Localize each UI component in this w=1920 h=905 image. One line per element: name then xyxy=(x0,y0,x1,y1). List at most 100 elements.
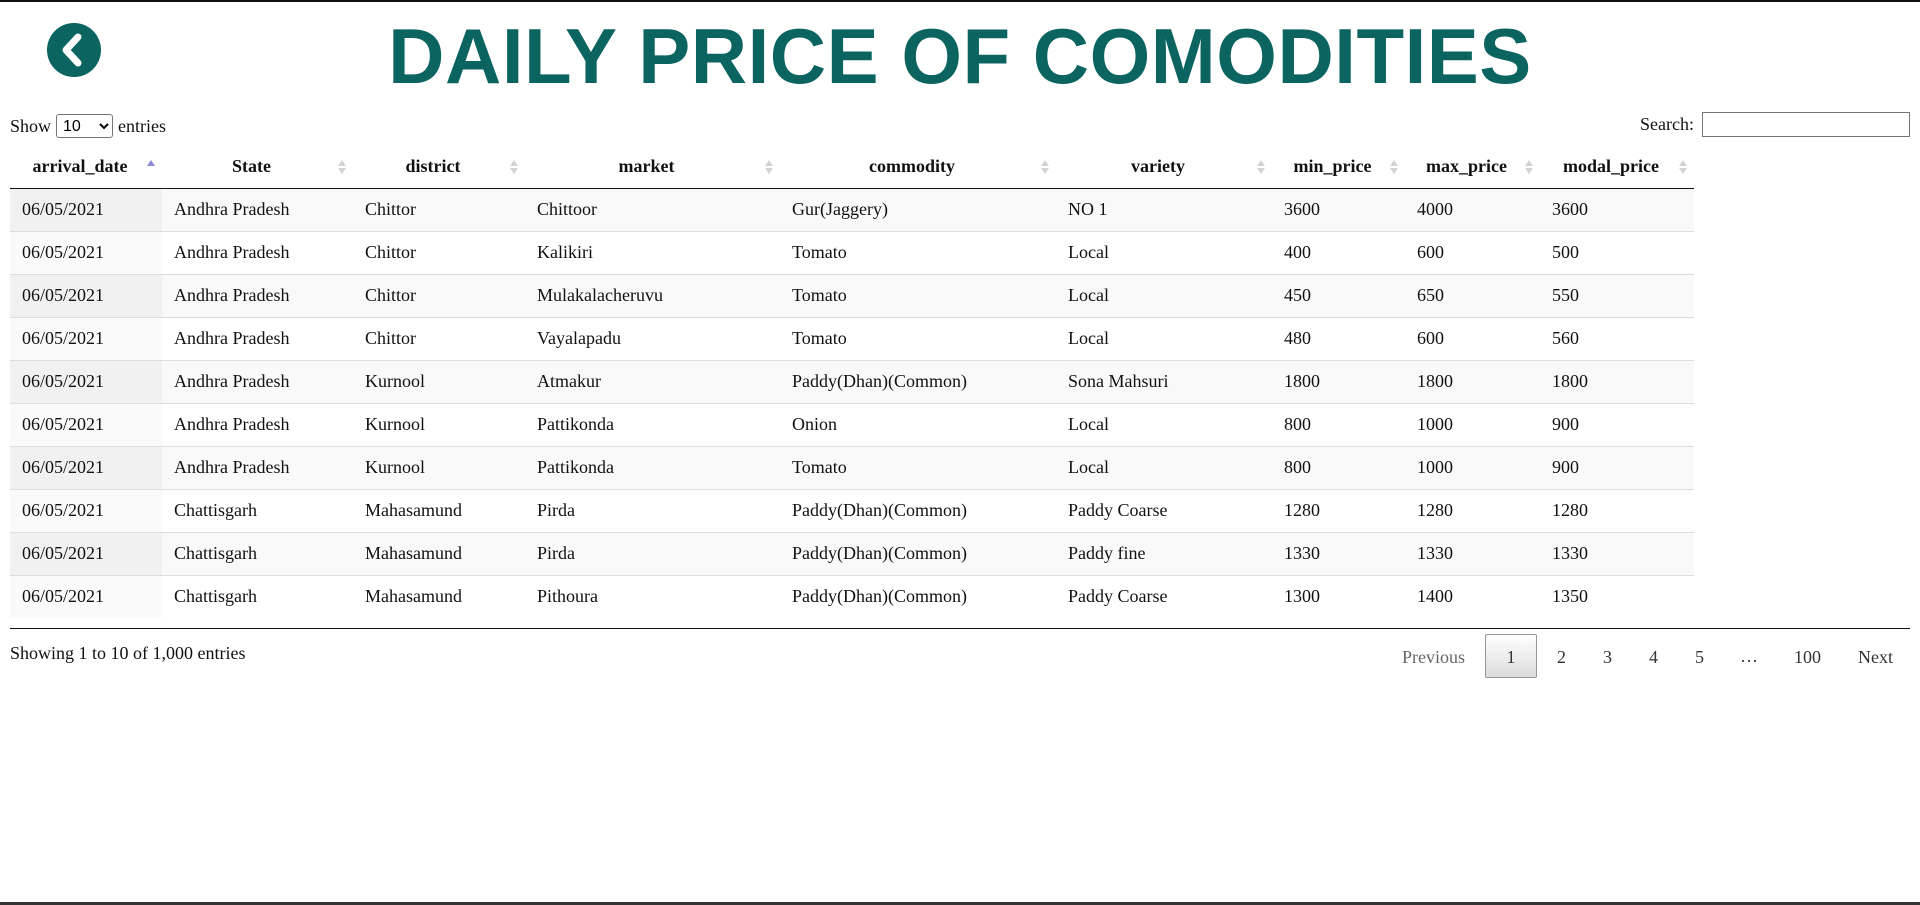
table-cell-modal-price: 560 xyxy=(1540,316,1694,360)
table-cell-variety: Local xyxy=(1056,230,1272,274)
table-cell-min-price: 3600 xyxy=(1272,188,1405,231)
table-cell-arrival-date: 06/05/2021 xyxy=(10,273,162,317)
table-cell-market: Kalikiri xyxy=(525,230,780,274)
table-row: 06/05/2021 Andhra Pradesh Chittor Vayalapad… xyxy=(10,316,1694,360)
column-header-label: market xyxy=(618,156,675,177)
table-header-row: arrival_date State district market commodity… xyxy=(10,146,1694,189)
table-cell-market: Pithoura xyxy=(525,574,780,618)
next-page-button[interactable]: Next xyxy=(1858,647,1893,667)
table-cell-min-price: 800 xyxy=(1272,445,1405,489)
table-cell-variety: NO 1 xyxy=(1056,188,1272,231)
table-cell-max-price: 650 xyxy=(1405,273,1540,317)
page-5-button[interactable]: 5 xyxy=(1695,647,1704,667)
table-cell-max-price: 600 xyxy=(1405,316,1540,360)
table-cell-market: Atmakur xyxy=(525,359,780,403)
column-header-arrival-date[interactable]: arrival_date xyxy=(10,146,162,189)
table-cell-min-price: 1280 xyxy=(1272,488,1405,532)
page-2-button[interactable]: 2 xyxy=(1557,647,1566,667)
column-header-commodity[interactable]: commodity xyxy=(780,146,1056,189)
table-cell-commodity: Paddy(Dhan)(Common) xyxy=(780,574,1056,618)
table-cell-state: Andhra Pradesh xyxy=(162,316,353,360)
table-cell-modal-price: 500 xyxy=(1540,230,1694,274)
search-label: Search: xyxy=(1640,114,1694,134)
column-header-max-price[interactable]: max_price xyxy=(1405,146,1540,189)
table-cell-max-price: 4000 xyxy=(1405,188,1540,231)
table-row: 06/05/2021 Andhra Pradesh Chittor Mulakalac… xyxy=(10,273,1694,317)
table-cell-variety: Local xyxy=(1056,273,1272,317)
column-header-variety[interactable]: variety xyxy=(1056,146,1272,189)
page-title: DAILY PRICE OF COMODITIES xyxy=(388,12,1532,100)
table-cell-max-price: 1330 xyxy=(1405,531,1540,575)
pagination-ellipsis: … xyxy=(1740,645,1758,666)
table-cell-max-price: 1280 xyxy=(1405,488,1540,532)
sort-both-icon xyxy=(1041,159,1049,174)
table-cell-modal-price: 550 xyxy=(1540,273,1694,317)
column-header-label: State xyxy=(232,156,271,177)
page-1-button[interactable]: 1 xyxy=(1485,634,1537,678)
table-cell-modal-price: 1350 xyxy=(1540,574,1694,618)
table-cell-arrival-date: 06/05/2021 xyxy=(10,402,162,446)
table-cell-variety: Local xyxy=(1056,402,1272,446)
top-border xyxy=(0,0,1920,2)
column-header-min-price[interactable]: min_price xyxy=(1272,146,1405,189)
column-header-label: district xyxy=(405,156,461,177)
sort-both-icon xyxy=(1679,159,1687,174)
column-header-market[interactable]: market xyxy=(525,146,780,189)
table-row: 06/05/2021 Andhra Pradesh Chittor Chittoor G… xyxy=(10,188,1694,231)
sort-both-icon xyxy=(1257,159,1265,174)
table-cell-arrival-date: 06/05/2021 xyxy=(10,531,162,575)
table-cell-district: Kurnool xyxy=(353,402,525,446)
column-header-district[interactable]: district xyxy=(353,146,525,189)
previous-page-button[interactable]: Previous xyxy=(1402,647,1465,667)
price-table: arrival_date State district market commodity… xyxy=(10,146,1694,618)
table-row: 06/05/2021 Andhra Pradesh Kurnool Pattikond… xyxy=(10,445,1694,489)
sort-both-icon xyxy=(1525,159,1533,174)
column-header-modal-price[interactable]: modal_price xyxy=(1540,146,1694,189)
entries-per-page-select[interactable]: 10 xyxy=(56,114,114,138)
length-suffix-label: entries xyxy=(118,115,166,136)
table-cell-state: Chattisgarh xyxy=(162,531,353,575)
table-cell-variety: Paddy Coarse xyxy=(1056,574,1272,618)
table-cell-state: Chattisgarh xyxy=(162,574,353,618)
page-3-button[interactable]: 3 xyxy=(1603,647,1612,667)
table-info: Showing 1 to 10 of 1,000 entries xyxy=(10,643,246,663)
table-row: 06/05/2021 Andhra Pradesh Kurnool Atmakur Pa… xyxy=(10,359,1694,403)
sort-both-icon xyxy=(338,159,346,174)
table-cell-min-price: 400 xyxy=(1272,230,1405,274)
table-cell-market: Pattikonda xyxy=(525,402,780,446)
table-cell-max-price: 1400 xyxy=(1405,574,1540,618)
sort-both-icon xyxy=(510,159,518,174)
table-cell-modal-price: 900 xyxy=(1540,445,1694,489)
table-cell-commodity: Paddy(Dhan)(Common) xyxy=(780,488,1056,532)
table-cell-commodity: Tomato xyxy=(780,445,1056,489)
table-cell-district: Chittor xyxy=(353,230,525,274)
table-cell-max-price: 1000 xyxy=(1405,402,1540,446)
table-cell-max-price: 1800 xyxy=(1405,359,1540,403)
table-cell-min-price: 450 xyxy=(1272,273,1405,317)
back-button[interactable] xyxy=(47,23,101,77)
sort-ascending-icon xyxy=(147,159,155,166)
table-row: 06/05/2021 Andhra Pradesh Kurnool Pattikond… xyxy=(10,402,1694,446)
column-header-label: modal_price xyxy=(1563,156,1659,177)
table-cell-modal-price: 900 xyxy=(1540,402,1694,446)
table-cell-state: Andhra Pradesh xyxy=(162,445,353,489)
table-cell-commodity: Tomato xyxy=(780,273,1056,317)
table-cell-arrival-date: 06/05/2021 xyxy=(10,230,162,274)
column-header-state[interactable]: State xyxy=(162,146,353,189)
column-header-label: max_price xyxy=(1426,156,1507,177)
page-last-button[interactable]: 100 xyxy=(1794,647,1821,667)
table-cell-district: Mahasamund xyxy=(353,531,525,575)
table-cell-max-price: 1000 xyxy=(1405,445,1540,489)
table-cell-modal-price: 1280 xyxy=(1540,488,1694,532)
table-cell-arrival-date: 06/05/2021 xyxy=(10,188,162,231)
search-input[interactable] xyxy=(1702,112,1910,137)
table-cell-state: Andhra Pradesh xyxy=(162,402,353,446)
column-header-label: variety xyxy=(1131,156,1185,177)
page-4-button[interactable]: 4 xyxy=(1649,647,1658,667)
table-cell-district: Kurnool xyxy=(353,359,525,403)
table-cell-district: Kurnool xyxy=(353,445,525,489)
table-cell-arrival-date: 06/05/2021 xyxy=(10,445,162,489)
table-cell-commodity: Onion xyxy=(780,402,1056,446)
search-control: Search: xyxy=(1640,112,1910,137)
table-cell-district: Mahasamund xyxy=(353,574,525,618)
